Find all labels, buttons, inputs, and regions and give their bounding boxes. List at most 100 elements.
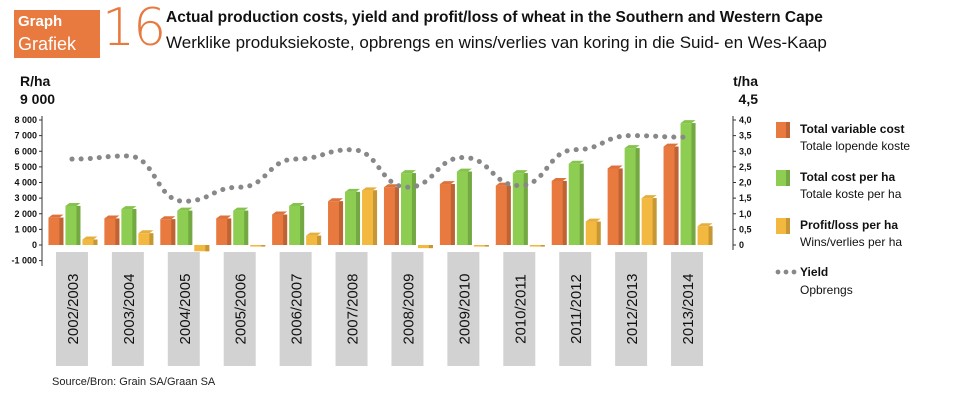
bar-top-face — [607, 165, 623, 169]
legend-label-af: Wins/verlies per ha — [800, 235, 902, 249]
x-axis-tick-label: 2013/2014 — [680, 274, 697, 345]
bar-side-shade — [596, 221, 601, 245]
bar-side-shade — [618, 168, 623, 245]
bar-top-face — [345, 188, 361, 192]
bar-side-shade — [261, 245, 266, 247]
legend-swatch-shade — [786, 122, 790, 138]
bar-side-shade — [317, 235, 322, 245]
yield-line — [69, 133, 690, 204]
left-axis-tick-label: 0 — [32, 240, 37, 250]
bar-top-face — [663, 143, 679, 147]
legend-yield-dot — [775, 269, 781, 275]
x-axis-tick-label: 2009/2010 — [456, 274, 473, 345]
bar-top-face — [289, 202, 305, 206]
bar-top-face — [233, 207, 249, 211]
chart-title-english: Actual production costs, yield and profi… — [166, 9, 823, 26]
bar-top-face — [138, 230, 154, 234]
bar-top-face — [177, 207, 193, 211]
bar-top-face — [697, 223, 713, 227]
bar-top-face — [121, 206, 137, 210]
bar-side-shade — [579, 163, 584, 245]
right-axis-tick-label: 3,0 — [739, 146, 752, 156]
bar-top-face — [306, 232, 322, 236]
x-axis-tick-label: 2002/2003 — [65, 274, 82, 345]
left-axis-tick-label: 7 000 — [14, 131, 37, 141]
bar-side-shade — [428, 245, 433, 249]
legend-label-af: Totale lopende koste — [800, 139, 910, 153]
left-axis-tick-label: 2 000 — [14, 209, 37, 219]
bar-profit-loss-per-ha — [194, 245, 210, 252]
bar-top-face — [641, 195, 657, 199]
legend-label-af: Totale koste per ha — [800, 187, 902, 201]
badge-line2: Grafiek — [18, 34, 77, 54]
bar-side-shade — [562, 180, 567, 245]
bar-profit-loss-per-ha — [529, 245, 545, 247]
bar-side-shade — [244, 210, 249, 245]
bar-top-face — [216, 215, 232, 219]
bar-top-face — [48, 214, 64, 218]
category-band — [615, 252, 648, 366]
category-band — [503, 252, 536, 366]
legend-swatch-shade — [786, 170, 790, 186]
left-axis-tick-label: -1 000 — [11, 256, 37, 266]
category-band — [391, 252, 424, 366]
bar-side-shade — [356, 191, 361, 245]
legend-swatch-shade — [786, 218, 790, 234]
bar-side-shade — [506, 185, 511, 245]
bar-profit-loss-per-ha — [138, 233, 154, 245]
bar-side-shade — [149, 233, 154, 245]
bar-profit-loss-per-ha — [250, 245, 266, 247]
x-axis-tick-label: 2010/2011 — [512, 274, 529, 344]
x-axis-tick-label: 2003/2004 — [121, 274, 138, 345]
right-axis-tick-label: 0,5 — [739, 224, 752, 234]
bar-side-shade — [171, 219, 176, 245]
bar-side-shade — [635, 148, 640, 245]
bar-top-face — [456, 168, 472, 172]
bar-side-shade — [450, 184, 455, 245]
category-band — [55, 252, 88, 366]
legend-label: Profit/loss per ha — [800, 218, 898, 232]
right-axis-tick-label: 2,5 — [739, 162, 752, 172]
bar-profit-loss-per-ha — [473, 245, 489, 247]
bar-top-face — [362, 187, 378, 191]
bar-top-face — [568, 160, 584, 164]
bar-side-shade — [339, 201, 344, 245]
chart-title-afrikaans: Werklike produksiekoste, opbrengs en win… — [166, 33, 827, 52]
legend-yield-dot — [783, 269, 789, 275]
bar-profit-loss-per-ha — [306, 235, 322, 245]
bar-side-shade — [76, 205, 81, 245]
bar-profit-loss-per-ha — [82, 239, 98, 245]
graph-number: 16 — [102, 0, 166, 58]
legend-yield-dot — [791, 269, 797, 275]
bar-side-shade — [205, 245, 210, 252]
bar-top-face — [160, 216, 176, 220]
graph-badge: Graph Grafiek — [14, 10, 100, 58]
x-axis-tick-label: 2008/2009 — [400, 274, 417, 345]
bar-top-face — [328, 198, 344, 202]
bar-top-face — [104, 215, 120, 219]
right-axis-tick-label: 0 — [739, 240, 744, 250]
left-axis-tick-label: 5 000 — [14, 162, 37, 172]
bar-side-shade — [227, 218, 232, 245]
x-axis-tick-label: 2012/2013 — [624, 274, 641, 345]
right-axis-tick-label: 1,5 — [739, 193, 752, 203]
bar-side-shade — [484, 245, 489, 247]
legend-label: Total cost per ha — [800, 170, 895, 184]
left-axis-tick-label: 3 000 — [14, 193, 37, 203]
left-axis-tick-label: 1 000 — [14, 224, 37, 234]
x-axis-tick-label: 2006/2007 — [289, 274, 306, 345]
x-axis-tick-label: 2005/2006 — [233, 274, 250, 345]
left-axis-unit: R/ha — [20, 73, 51, 89]
left-axis-tick-label: 4 000 — [14, 178, 37, 188]
bar-top-face — [400, 170, 416, 174]
bar-side-shade — [93, 239, 98, 245]
bar-side-shade — [652, 198, 657, 245]
bar-side-shade — [115, 218, 120, 245]
category-band — [671, 252, 704, 366]
bar-top-face — [624, 145, 640, 149]
right-axis-tick-label: 3,5 — [739, 131, 752, 141]
x-axis-tick-label: 2011/2012 — [568, 274, 585, 344]
category-band — [279, 252, 312, 366]
x-axis-tick-label: 2007/2008 — [345, 274, 362, 345]
left-axis-tick-label: 6 000 — [14, 146, 37, 156]
